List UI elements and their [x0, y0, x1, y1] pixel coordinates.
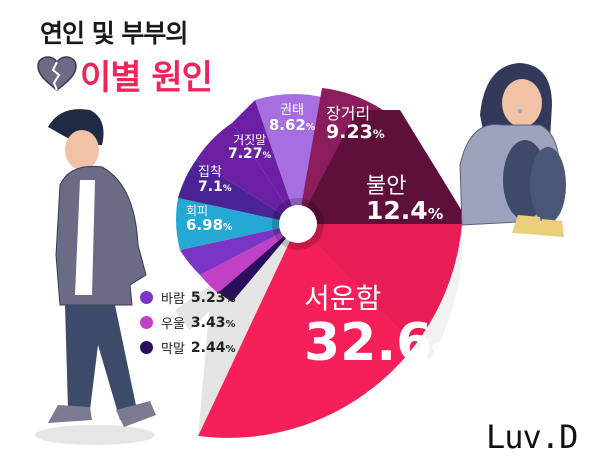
legend-dot-icon: [140, 291, 153, 304]
legend-item-baram: 바람 5.23%: [140, 285, 236, 310]
slice-seounham: [198, 224, 462, 438]
title-line-2: 이별 원인: [80, 58, 213, 98]
label-jipchak: 집착 7.1%: [198, 165, 232, 195]
label-buran: 불안 12.4%: [366, 174, 444, 226]
label-seounham: 서운함 32.6%: [304, 282, 455, 373]
title-line-1: 연인 및 부부의: [40, 19, 188, 48]
chart-center-hole: [279, 205, 317, 243]
label-gwontae: 권태 8.62%: [268, 103, 316, 134]
slice-makmal: [218, 224, 298, 302]
label-janggeori: 장거리 9.23%: [326, 104, 385, 143]
slice-buran: [298, 110, 470, 224]
crying-woman-illustration: [459, 63, 566, 237]
slice-baram: [180, 224, 298, 275]
slice-gwontae: [255, 94, 322, 224]
slice-hoepi: [176, 198, 298, 250]
slice-jipchak: [178, 160, 298, 224]
slice-geojitmal: [196, 123, 298, 224]
sad-man-illustration: [35, 109, 156, 445]
brand-logo: Luv.D: [486, 418, 578, 456]
slice-uul: [200, 224, 298, 293]
legend-item-uul: 우울 3.43%: [140, 310, 236, 335]
slice-other: [198, 224, 298, 436]
chart-legend: 바람 5.23% 우울 3.43% 막말 2.44%: [140, 285, 236, 360]
legend-dot-icon: [140, 316, 153, 329]
legend-item-makmal: 막말 2.44%: [140, 335, 236, 360]
legend-dot-icon: [140, 341, 153, 354]
broken-heart-icon: [37, 56, 77, 91]
label-geojitmal: 거짓말 7.27%: [228, 133, 272, 162]
label-hoepi: 회피 6.98%: [186, 204, 233, 234]
